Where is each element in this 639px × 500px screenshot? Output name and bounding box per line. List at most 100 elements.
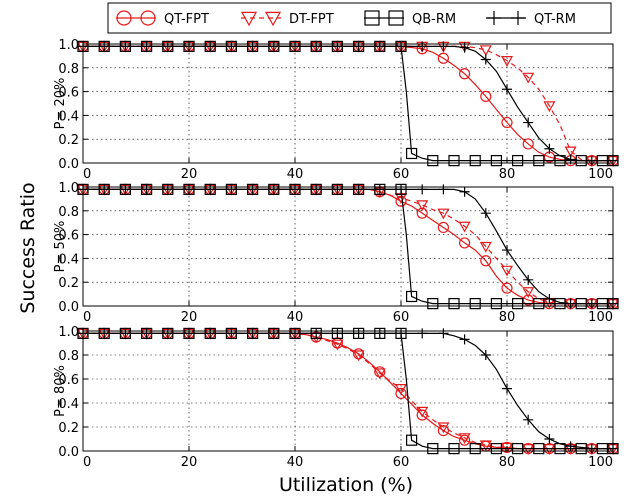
y-tick-label: 0.8 [58,205,79,220]
series-line [83,332,613,450]
series-qt-fpt [77,327,619,455]
data-point [162,41,173,52]
data-point [459,186,470,197]
data-point [490,155,502,167]
data-point [120,41,131,52]
y-tick-label: 0.2 [58,421,79,436]
y-tick-label: 1.0 [58,38,79,53]
legend-label: QB-RM [412,12,456,27]
data-point [502,84,512,95]
x-tick-label: 60 [393,167,410,182]
y-tick-label: 0.4 [58,252,79,267]
data-point [417,184,428,195]
series-line [83,188,613,305]
data-point [479,241,492,253]
data-point [480,90,492,102]
data-point [352,350,365,362]
data-point [501,116,513,129]
data-point [226,184,237,195]
series-qt-fpt [77,40,619,167]
data-point [490,443,502,455]
data-point [416,200,429,212]
data-point [586,155,597,166]
plot-frame [82,330,614,452]
data-point [406,290,418,303]
data-point [575,443,587,455]
data-point [523,414,534,425]
data-point [332,41,343,52]
data-point [331,339,344,351]
series-dt-fpt [76,41,620,167]
data-point [533,155,545,167]
data-point [247,41,258,52]
data-point [501,282,513,294]
data-point [459,434,471,446]
data-point [511,155,524,167]
data-point [522,138,534,150]
x-tick-label: 80 [499,455,516,470]
legend-label: DT-FPT [289,12,334,27]
data-point [438,184,449,195]
legend-marker [487,11,501,25]
data-point [226,328,237,339]
data-point [247,328,258,339]
x-tick-label: 60 [393,310,410,325]
data-point [554,298,566,310]
data-point [205,184,216,195]
data-point [394,384,408,395]
data-point [406,147,418,160]
x-tick-label: 80 [499,310,516,325]
x-tick-label: 80 [499,167,516,182]
data-point [120,328,131,339]
data-point [99,41,110,52]
data-point [511,298,524,310]
data-point [437,422,450,434]
panel-label: P= 80% [53,365,68,417]
data-point [448,443,460,455]
data-point [459,237,471,249]
series-qt-rm [78,184,618,309]
data-point [205,328,216,339]
data-point [480,208,491,219]
data-point [479,45,492,57]
series-qt-rm [78,328,618,454]
data-point [469,298,481,310]
x-tick-label: 60 [393,455,410,470]
data-point [522,287,535,298]
series-qt-rm [78,41,618,166]
y-tick-label: 0.4 [58,109,79,124]
data-point [353,328,364,339]
data-point [353,41,364,52]
legend-frame [107,2,612,34]
data-point [511,443,524,455]
x-tick-label: 100 [588,455,613,470]
y-tick-label: 0.0 [58,300,79,315]
data-point [565,441,576,452]
data-point [353,184,364,195]
data-point [437,425,449,437]
data-point [490,298,502,310]
data-point [416,406,429,418]
legend-marker [388,10,404,26]
legend-item-qt-rm: QT-RM [486,11,576,27]
y-tick-label: 0.0 [58,445,79,460]
data-point [502,383,512,394]
data-point [565,298,576,309]
data-point [564,146,577,158]
panel-3: 0.0 0.2 0.4 0.6 0.8 1.0 0 20 40 60 80 100 P= 80% [53,325,620,470]
data-point [311,328,322,339]
data-point [417,328,428,339]
plot-frame [82,43,614,164]
data-point [374,328,385,339]
y-tick-label: 0.6 [58,229,79,244]
data-point [502,245,512,256]
data-point [417,41,428,52]
data-point [373,368,386,380]
y-tick-label: 1.0 [58,181,79,196]
x-tick-label: 0 [83,455,91,470]
legend: QT-FPT DT-FPT QB-RM QT-RM [107,2,612,34]
data-point [311,41,322,52]
legend-marker [364,10,380,26]
